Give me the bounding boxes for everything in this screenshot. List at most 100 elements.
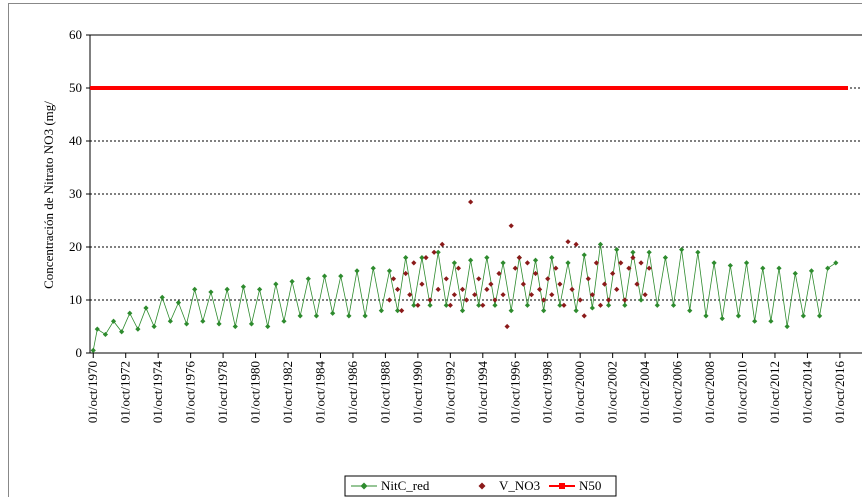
marker — [90, 347, 96, 353]
marker — [127, 310, 133, 316]
marker — [423, 255, 429, 261]
marker — [403, 255, 409, 261]
x-tick-label: 01/oct/2008 — [702, 361, 717, 423]
marker — [638, 260, 644, 266]
marker — [175, 300, 182, 306]
marker — [569, 286, 575, 292]
marker — [281, 318, 287, 324]
marker — [614, 286, 620, 292]
x-tick-label: 01/oct/1980 — [248, 361, 263, 423]
marker — [553, 265, 559, 271]
marker — [784, 323, 790, 330]
x-tick-label: 01/oct/1998 — [540, 361, 555, 423]
x-tick-label: 01/oct/1996 — [507, 361, 522, 424]
marker — [654, 302, 660, 308]
marker — [94, 326, 100, 332]
marker — [427, 302, 433, 308]
marker — [626, 265, 632, 271]
marker — [541, 308, 547, 314]
marker — [265, 323, 271, 330]
marker — [642, 292, 648, 298]
marker — [492, 297, 498, 303]
marker — [143, 305, 149, 311]
marker — [646, 265, 652, 271]
marker — [451, 292, 457, 298]
marker — [411, 302, 417, 308]
marker — [679, 247, 685, 253]
marker — [800, 313, 806, 319]
marker — [524, 302, 531, 308]
x-tick-label: 01/oct/1990 — [410, 361, 425, 423]
marker — [719, 315, 725, 322]
marker — [403, 270, 409, 277]
marker — [581, 313, 587, 319]
marker — [573, 308, 579, 314]
marker — [346, 313, 352, 319]
y-tick-label: 50 — [69, 80, 82, 95]
series-line — [92, 244, 837, 351]
marker — [808, 268, 815, 274]
marker — [447, 302, 453, 308]
legend-label: NitC_red — [381, 478, 430, 493]
marker — [549, 255, 555, 261]
marker — [532, 257, 539, 263]
marker — [581, 252, 587, 258]
x-tick-label: 01/oct/1984 — [312, 361, 327, 424]
marker — [557, 302, 563, 308]
marker — [776, 265, 782, 271]
marker — [297, 313, 303, 319]
marker — [399, 308, 405, 314]
marker — [484, 286, 490, 292]
marker — [601, 281, 608, 287]
marker — [589, 305, 595, 311]
marker — [232, 323, 238, 330]
marker — [415, 302, 421, 308]
marker — [463, 297, 470, 303]
marker — [727, 262, 733, 269]
legend-marker — [478, 482, 486, 490]
x-tick-label: 01/oct/2012 — [767, 361, 782, 423]
marker — [167, 318, 173, 324]
x-tick-label: 01/oct/2002 — [605, 361, 620, 423]
marker — [224, 286, 230, 292]
x-tick-label: 01/oct/2016 — [832, 361, 847, 424]
marker — [752, 318, 758, 324]
marker — [390, 276, 397, 282]
marker — [634, 281, 640, 287]
marker — [605, 302, 612, 308]
marker — [208, 289, 214, 295]
marker — [833, 260, 839, 266]
marker — [670, 302, 677, 308]
marker — [419, 281, 425, 287]
marker — [257, 286, 263, 292]
marker — [192, 286, 198, 292]
marker — [537, 286, 543, 292]
marker — [593, 260, 600, 266]
y-tick-label: 10 — [69, 292, 82, 307]
legend-marker — [360, 482, 368, 490]
x-tick-label: 01/oct/1994 — [475, 361, 490, 424]
marker — [816, 313, 823, 319]
x-tick-label: 01/oct/2006 — [670, 361, 685, 424]
marker — [508, 308, 514, 314]
marker — [459, 308, 466, 314]
marker — [597, 241, 604, 247]
x-tick-label: 01/oct/1978 — [215, 361, 230, 423]
marker — [135, 326, 141, 332]
marker — [605, 297, 612, 303]
y-tick-label: 30 — [69, 186, 82, 201]
marker — [468, 257, 474, 263]
y-tick-label: 40 — [69, 133, 82, 148]
marker — [597, 302, 604, 308]
x-tick-label: 01/oct/1982 — [280, 361, 295, 423]
marker — [472, 292, 478, 298]
x-tick-label: 01/oct/1988 — [377, 361, 392, 423]
marker — [216, 321, 222, 327]
marker — [338, 273, 344, 279]
marker — [614, 247, 620, 253]
marker — [362, 313, 368, 319]
marker — [273, 281, 279, 287]
marker — [321, 273, 328, 279]
marker — [500, 260, 506, 266]
marker — [703, 313, 709, 319]
